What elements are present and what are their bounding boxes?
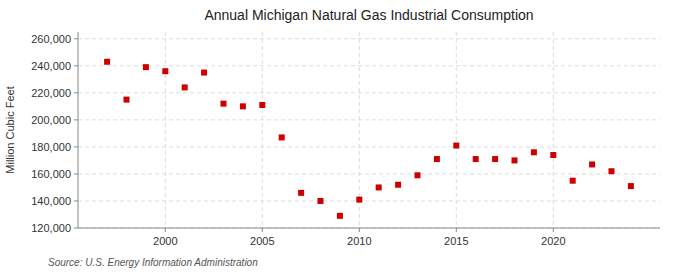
point — [570, 178, 576, 184]
x-grid-line — [262, 32, 263, 228]
y-tick-label: 220,000 — [31, 87, 71, 99]
x-axis-line — [78, 228, 660, 229]
y-axis-label: Million Cubic Feet — [4, 86, 16, 173]
point — [609, 168, 615, 174]
point — [395, 182, 401, 188]
point — [337, 213, 343, 219]
x-tick — [165, 228, 166, 232]
point — [201, 70, 207, 76]
chart-container: 120,000 140,000 160,000 180,000 200,000 220,0… — [0, 0, 675, 275]
y-tick-label: 240,000 — [31, 60, 71, 72]
grid — [78, 32, 660, 228]
point — [473, 156, 479, 162]
x-tick-label: 2005 — [250, 235, 274, 247]
y-tick-label: 160,000 — [31, 168, 71, 180]
x-grid-line — [553, 32, 554, 228]
y-tick-label: 200,000 — [31, 114, 71, 126]
x-grid-line — [165, 32, 166, 228]
point — [356, 197, 362, 203]
y-tick — [74, 119, 78, 120]
x-tick — [359, 228, 360, 232]
x-tick-label: 2010 — [347, 235, 371, 247]
title: Annual Michigan Natural Gas Industrial C… — [204, 7, 533, 23]
source: Source: U.S. Energy Information Administ… — [48, 257, 258, 268]
point — [531, 149, 537, 155]
point — [512, 157, 518, 163]
point — [259, 102, 265, 108]
points — [104, 59, 634, 219]
y-tick — [74, 173, 78, 174]
y-tick — [74, 92, 78, 93]
y-tick — [74, 200, 78, 201]
point — [182, 84, 188, 90]
point — [589, 161, 595, 167]
axes: 120,000 140,000 160,000 180,000 200,000 220,0… — [31, 32, 660, 247]
point — [124, 97, 130, 103]
point — [376, 184, 382, 190]
point — [318, 198, 324, 204]
point — [298, 190, 304, 196]
y-tick-label: 260,000 — [31, 33, 71, 45]
point — [162, 68, 168, 74]
point — [492, 156, 498, 162]
y-axis-line — [78, 32, 79, 228]
point — [240, 103, 246, 109]
point — [104, 59, 110, 65]
y-tick-label: 120,000 — [31, 222, 71, 234]
chart-svg: 120,000 140,000 160,000 180,000 200,000 220,0… — [0, 0, 675, 275]
y-tick — [74, 146, 78, 147]
y-tick — [74, 38, 78, 39]
point — [279, 134, 285, 140]
point — [143, 64, 149, 70]
x-tick — [553, 228, 554, 232]
point — [628, 183, 634, 189]
point — [415, 172, 421, 178]
y-tick — [74, 228, 78, 229]
point — [453, 143, 459, 149]
x-tick — [262, 228, 263, 232]
point — [434, 156, 440, 162]
x-tick-label: 2020 — [541, 235, 565, 247]
x-tick-label: 2015 — [444, 235, 468, 247]
y-tick-label: 140,000 — [31, 195, 71, 207]
point — [221, 101, 227, 107]
x-grid-line — [456, 32, 457, 228]
point — [550, 152, 556, 158]
x-tick-label: 2000 — [153, 235, 177, 247]
y-grid-line — [78, 92, 660, 93]
x-tick — [456, 228, 457, 232]
y-tick — [74, 65, 78, 66]
y-grid-line — [78, 65, 660, 66]
y-grid-line — [78, 228, 660, 229]
y-tick-label: 180,000 — [31, 141, 71, 153]
